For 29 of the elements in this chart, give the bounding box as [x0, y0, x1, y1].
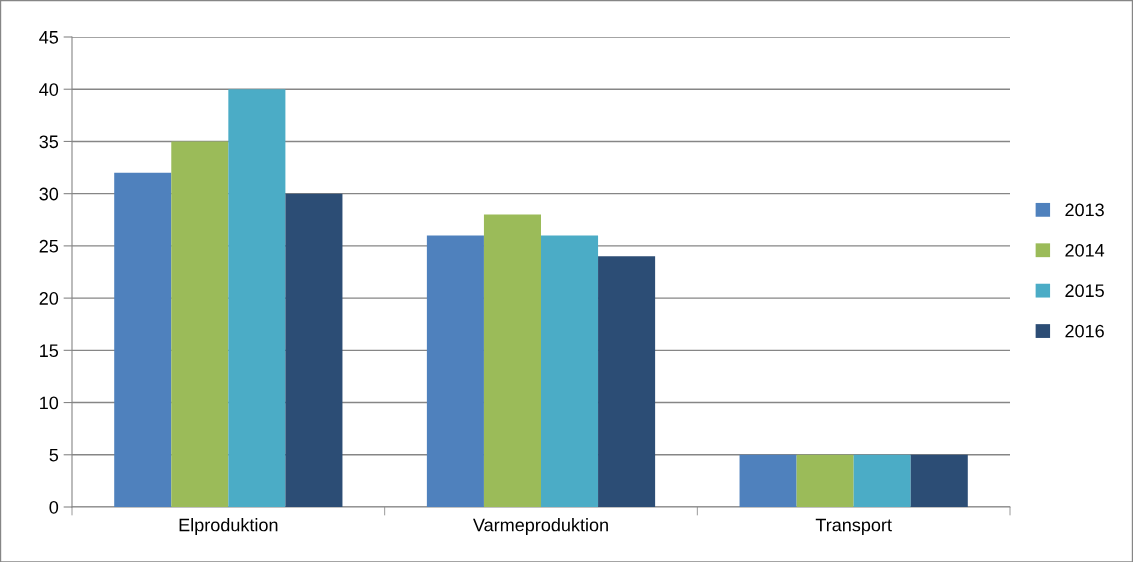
- x-tick-label: Elproduktion: [179, 518, 278, 535]
- y-tick-label: 40: [39, 83, 59, 96]
- y-tick-label: 20: [39, 292, 59, 305]
- x-tick-label: Varmeproduktion: [473, 518, 608, 535]
- bar: [114, 172, 172, 507]
- bar: [285, 193, 343, 507]
- y-tick-label: 45: [39, 31, 59, 44]
- bar: [228, 89, 286, 507]
- bar: [910, 454, 968, 507]
- y-tick-label: 10: [40, 396, 59, 410]
- bar: [739, 454, 797, 507]
- bar: [853, 454, 911, 507]
- y-tick-label: 5: [49, 448, 59, 462]
- bar: [171, 141, 229, 507]
- x-tick-label: Transport: [815, 518, 892, 535]
- bar: [483, 214, 541, 507]
- y-tick-label: 0: [49, 500, 59, 514]
- y-tick-label: 30: [39, 187, 59, 201]
- bar: [541, 235, 599, 507]
- bar: [796, 454, 854, 507]
- legend-label: 2013: [1065, 203, 1104, 217]
- y-tick-label: 25: [39, 239, 59, 253]
- legend-label: 2015: [1065, 284, 1104, 298]
- y-tick-label: 35: [39, 135, 59, 149]
- legend-label: 2016: [1065, 324, 1104, 338]
- legend-label: 2014: [1065, 243, 1105, 257]
- bar: [426, 235, 484, 507]
- bar: [598, 256, 656, 507]
- y-tick-label: 15: [40, 344, 59, 358]
